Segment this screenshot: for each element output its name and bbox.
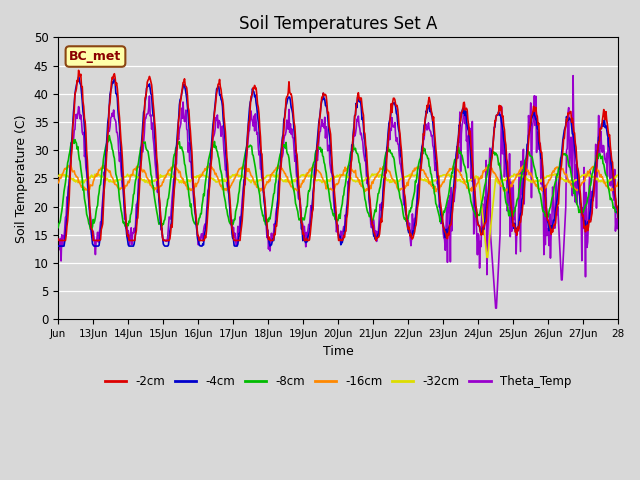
-4cm: [397, 153, 404, 158]
Line: -8cm: -8cm: [58, 135, 618, 229]
-16cm: [428, 182, 436, 188]
-8cm: [273, 167, 281, 173]
-16cm: [272, 166, 280, 172]
-32cm: [483, 254, 491, 260]
-4cm: [75, 74, 83, 80]
-32cm: [252, 180, 259, 185]
-8cm: [397, 200, 405, 206]
Theta_Temp: [569, 73, 577, 79]
-8cm: [86, 226, 94, 232]
-2cm: [614, 216, 622, 221]
Text: BC_met: BC_met: [69, 50, 122, 63]
Line: -32cm: -32cm: [58, 174, 618, 257]
-2cm: [397, 147, 405, 153]
-2cm: [429, 118, 436, 123]
-32cm: [428, 179, 436, 185]
-16cm: [432, 189, 440, 194]
-8cm: [252, 170, 260, 176]
-8cm: [614, 205, 622, 211]
-16cm: [614, 179, 622, 185]
Theta_Temp: [428, 133, 435, 139]
-8cm: [106, 132, 113, 138]
-8cm: [225, 215, 232, 220]
-32cm: [164, 171, 172, 177]
Line: Theta_Temp: Theta_Temp: [58, 76, 618, 308]
-8cm: [54, 225, 62, 230]
-2cm: [252, 85, 260, 91]
-8cm: [429, 182, 436, 188]
-16cm: [223, 186, 230, 192]
Line: -2cm: -2cm: [58, 71, 618, 240]
-16cm: [310, 162, 317, 168]
Theta_Temp: [396, 160, 404, 166]
Line: -4cm: -4cm: [58, 77, 618, 246]
-4cm: [614, 212, 622, 217]
-2cm: [273, 215, 281, 220]
Theta_Temp: [492, 305, 499, 311]
Theta_Temp: [251, 128, 259, 134]
-32cm: [120, 174, 128, 180]
-16cm: [251, 180, 259, 185]
-2cm: [75, 68, 83, 73]
Y-axis label: Soil Temperature (C): Soil Temperature (C): [15, 114, 28, 242]
Theta_Temp: [272, 211, 280, 216]
-2cm: [54, 236, 62, 242]
Theta_Temp: [120, 200, 128, 205]
-32cm: [54, 173, 62, 179]
Title: Soil Temperatures Set A: Soil Temperatures Set A: [239, 15, 438, 33]
Line: -16cm: -16cm: [58, 165, 618, 192]
-16cm: [120, 185, 128, 191]
-32cm: [397, 176, 404, 182]
-4cm: [273, 218, 280, 224]
-4cm: [54, 243, 62, 249]
-4cm: [121, 205, 129, 211]
-4cm: [224, 173, 232, 179]
X-axis label: Time: Time: [323, 345, 354, 358]
-16cm: [54, 180, 62, 186]
-32cm: [224, 177, 232, 183]
Theta_Temp: [223, 180, 230, 185]
-4cm: [428, 114, 436, 120]
-4cm: [252, 92, 259, 98]
Legend: -2cm, -4cm, -8cm, -16cm, -32cm, Theta_Temp: -2cm, -4cm, -8cm, -16cm, -32cm, Theta_Te…: [100, 370, 576, 393]
-32cm: [273, 173, 280, 179]
-16cm: [397, 186, 404, 192]
-2cm: [225, 175, 232, 181]
-32cm: [614, 173, 622, 179]
-2cm: [55, 238, 63, 243]
Theta_Temp: [54, 238, 62, 243]
Theta_Temp: [614, 204, 622, 209]
-2cm: [122, 210, 129, 216]
-8cm: [122, 224, 129, 229]
